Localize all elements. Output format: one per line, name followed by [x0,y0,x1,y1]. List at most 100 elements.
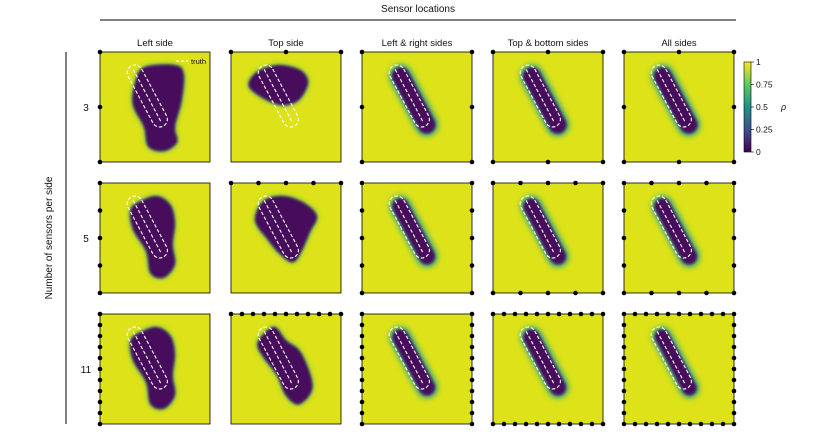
truth-axis [525,331,555,385]
sensor-marker [469,104,475,110]
sensor-marker [469,159,475,165]
sensor-marker [621,355,627,361]
sensor-marker [676,180,682,186]
sensor-marker [731,104,737,110]
sensor-marker [272,311,278,317]
truth-axis [263,331,293,385]
sensor-marker [698,311,704,317]
sensor-marker [534,311,540,317]
sensor-marker [359,180,365,186]
sensor-marker [97,180,103,186]
sensor-marker [294,311,300,317]
sensor-marker [621,263,627,268]
sensor-marker [469,180,475,186]
sensor-marker [359,377,365,383]
sensor-marker [338,311,344,317]
column-label: Left & right sides [382,38,453,49]
sensor-marker [600,159,606,165]
sensor-marker [469,344,475,350]
sensor-marker [704,290,709,296]
sensor-marker [578,311,584,317]
sensor-marker [621,322,627,328]
sensor-marker [469,399,475,405]
sensor-marker [621,410,627,416]
sensor-marker [283,49,289,55]
sensor-marker [469,322,475,328]
sensor-marker [97,235,103,241]
truth-axis [656,69,686,123]
reconstructed-inclusion [523,329,566,396]
sensor-marker [359,388,365,394]
sensor-marker [545,421,551,427]
sensor-marker [731,421,737,427]
sensor-marker [731,410,737,416]
sensor-marker [490,290,496,296]
sensor-marker [621,399,627,405]
sensor-marker [512,311,518,317]
sensor-marker [359,366,365,372]
sensor-marker [256,180,261,186]
sensor-marker [687,311,693,317]
sensor-marker [469,235,475,241]
sensor-marker [621,290,627,296]
colorbar-tick-label: 0.5 [756,102,768,112]
sensor-marker [97,399,103,405]
sensor-marker [359,322,365,328]
sensor-marker [359,159,365,165]
sensor-marker [490,49,496,55]
sensor-marker [545,290,551,296]
sensor-marker [97,355,103,361]
sensor-marker [731,208,737,213]
sensor-marker [545,159,551,165]
row-label: 11 [81,365,92,376]
sensor-marker [665,311,671,317]
sensor-marker [501,421,507,427]
sensor-marker [469,49,475,55]
row-axis-label: Number of sensors per side [44,176,55,299]
sensor-marker [469,377,475,383]
sensor-marker [97,421,103,427]
sensor-marker [731,322,737,328]
reconstruction-panel [621,180,737,296]
sensor-marker [578,421,584,427]
sensor-marker [621,159,627,165]
sensor-marker [600,290,606,296]
sensor-marker [720,311,726,317]
sensor-marker [731,355,737,361]
colorbar-label: ρ [780,102,786,112]
sensor-marker [469,311,475,317]
reconstructed-inclusion [392,329,435,396]
truth-axis [132,69,162,123]
sensor-marker [97,333,103,339]
sensor-marker [649,290,654,296]
sensor-marker [643,311,649,317]
sensor-marker [97,208,103,213]
sensor-marker [621,333,627,339]
sensor-marker [632,421,638,427]
reconstructed-inclusion [392,198,435,265]
reconstructed-inclusion [132,64,184,152]
sensor-marker [327,311,333,317]
sensor-marker [600,421,606,427]
sensor-marker [97,311,103,317]
sensor-marker [250,311,256,317]
reconstruction-panel [490,180,606,296]
sensor-marker [731,311,737,317]
sensor-marker [518,180,523,186]
sensor-marker [359,208,365,213]
sensor-marker [97,322,103,328]
colorbar-tick-label: 0.25 [756,125,773,135]
reconstruction-panel [359,311,475,427]
sensor-marker [731,399,737,405]
sensor-marker [600,180,606,186]
colorbar-tick-label: 1 [756,57,761,67]
sensor-marker [709,311,715,317]
sensor-marker [621,344,627,350]
sensor-marker [359,311,365,317]
sensor-marker [676,159,682,165]
sensor-marker [97,159,103,165]
sensor-marker [731,377,737,383]
sensor-marker [338,180,344,186]
sensor-marker [731,180,737,186]
